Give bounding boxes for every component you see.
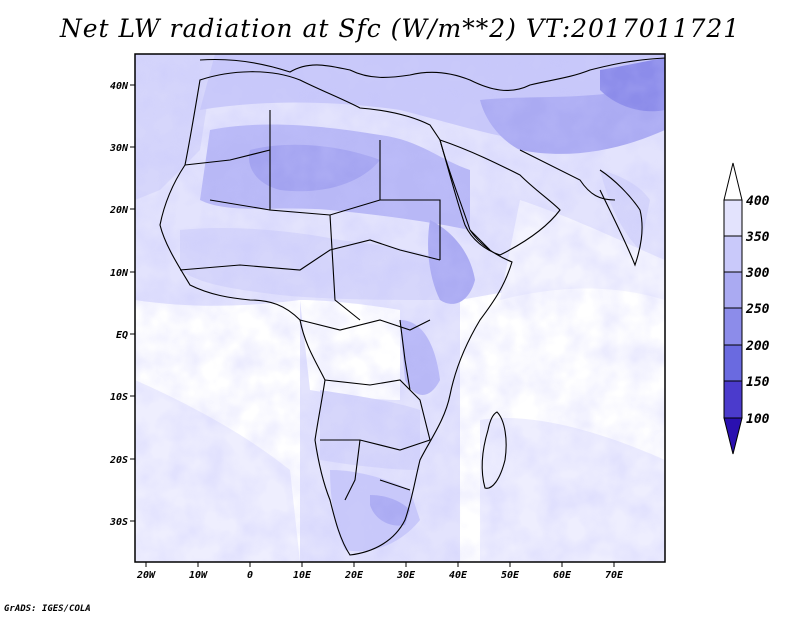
colorbar-arrow-bottom <box>723 417 743 455</box>
colorbar-label-350: 350 <box>745 230 770 245</box>
colorbar-swatch-350-400 <box>723 199 743 237</box>
plot-frame <box>134 53 666 563</box>
lon-label-20e: 20E <box>344 570 364 581</box>
colorbar-label-300: 300 <box>745 266 770 281</box>
lat-tick-labels: 40N 30N 20N 10N EQ 10S 20S 30S <box>109 81 129 528</box>
colorbar-swatch-200-250 <box>723 307 743 346</box>
lon-label-0: 0 <box>247 570 253 581</box>
lon-label-30e: 30E <box>396 570 416 581</box>
radiation-field <box>135 54 665 562</box>
lon-label-10w: 10W <box>189 570 208 581</box>
lat-label-10n: 10N <box>110 268 129 279</box>
colorbar-swatch-300-350 <box>723 235 743 273</box>
colorbar-label-100: 100 <box>746 412 770 427</box>
colorbar: 400 350 300 250 200 150 100 <box>723 162 770 455</box>
coastlines <box>159 57 665 556</box>
colorbar-label-150: 150 <box>746 375 770 390</box>
lon-label-60e: 60E <box>553 570 572 581</box>
colorbar-label-200: 200 <box>745 339 770 354</box>
lon-ticks <box>145 562 615 567</box>
colorbar-label-250: 250 <box>745 302 770 317</box>
lat-label-20s: 20S <box>109 455 128 466</box>
colorbar-arrow-top <box>723 162 743 201</box>
lat-label-30n: 30N <box>109 143 129 154</box>
colorbar-swatch-250-300 <box>723 271 743 309</box>
lat-ticks <box>130 84 135 522</box>
lat-label-40n: 40N <box>110 81 129 92</box>
colorbar-swatch-150-200 <box>723 344 743 382</box>
lon-tick-labels: 20W 10W 0 10E 20E 30E 40E 50E 60E 70E <box>136 570 624 581</box>
lon-label-10e: 10E <box>293 570 312 581</box>
colorbar-swatch-100-150 <box>723 380 743 419</box>
lat-label-eq: EQ <box>116 330 128 341</box>
lon-label-50e: 50E <box>501 570 520 581</box>
lat-label-20n: 20N <box>109 205 129 216</box>
colorbar-label-400: 400 <box>746 194 770 209</box>
lon-label-70e: 70E <box>605 570 624 581</box>
grads-credit: GrADS: IGES/COLA <box>4 604 91 614</box>
lon-label-20w: 20W <box>136 570 156 581</box>
lat-label-10s: 10S <box>110 392 128 403</box>
chart-title: Net LW radiation at Sfc (W/m**2) VT:2017… <box>59 14 741 43</box>
lon-label-40e: 40E <box>449 570 468 581</box>
lat-label-30s: 30S <box>109 517 128 528</box>
